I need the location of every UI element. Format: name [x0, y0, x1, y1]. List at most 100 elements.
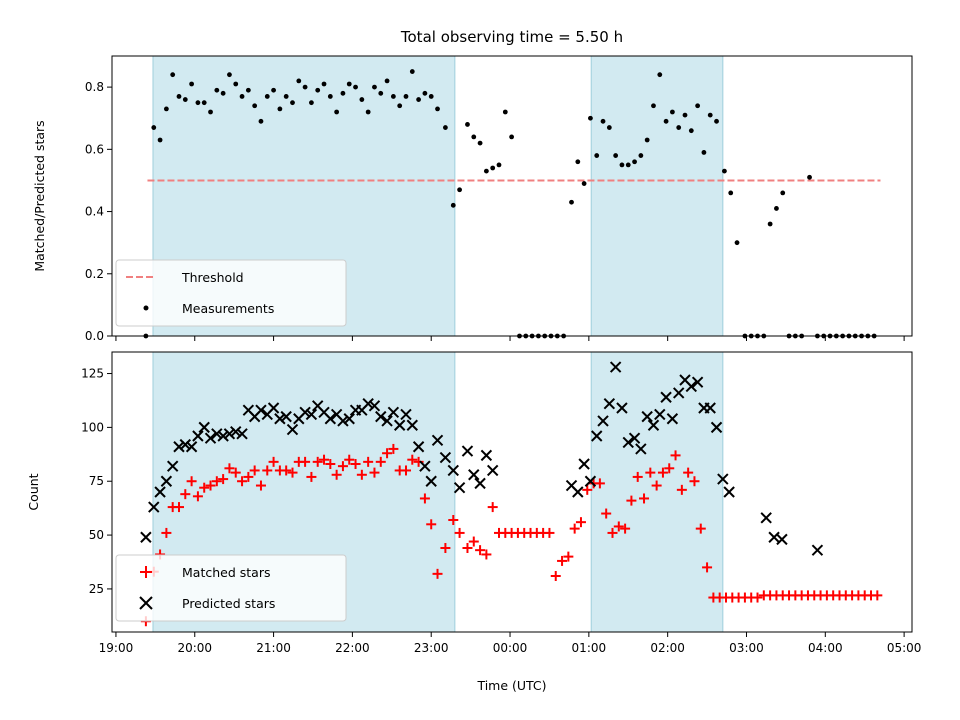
measurement-point	[258, 118, 264, 124]
measurement-point	[632, 159, 637, 165]
predicted-star-point	[173, 441, 185, 453]
bottom-xtick-label: 21:00	[256, 641, 291, 655]
predicted-star-point	[381, 415, 393, 427]
legend-matched-swatch	[140, 566, 152, 578]
matched-star-point	[388, 443, 399, 454]
matched-star-point	[468, 536, 479, 547]
bottom-xtick-label: 19:00	[99, 641, 134, 655]
measurement-point	[365, 109, 371, 115]
predicted-star-point	[578, 458, 590, 470]
matched-star-point	[300, 456, 311, 467]
measurement-point	[477, 140, 483, 146]
matched-star-point	[363, 456, 374, 467]
bottom-xtick-label: 05:00	[887, 641, 922, 655]
matched-star-point	[544, 527, 555, 538]
predicted-star-point	[236, 428, 248, 440]
predicted-star-point	[603, 397, 616, 410]
matched-star-point	[407, 454, 418, 465]
legend-predicted-swatch	[139, 596, 153, 610]
matched-star-point	[689, 476, 700, 487]
matched-star-point	[695, 523, 706, 534]
measurement-point	[416, 97, 422, 102]
predicted-star-point	[628, 432, 641, 444]
bottom-ticks: 25 50 75 100 125 19:00 20:00 21:00 22:00 23:00 00:…	[81, 367, 921, 655]
legend-measurements-swatch	[143, 305, 149, 311]
measurement-point	[252, 103, 258, 109]
predicted-star-point	[166, 460, 179, 472]
predicted-star-point	[337, 415, 349, 427]
predicted-star-point	[453, 481, 466, 494]
matched-star-point	[382, 448, 393, 459]
predicted-star-point	[710, 421, 723, 434]
measurement-point	[625, 162, 631, 168]
matched-star-point	[657, 467, 668, 478]
matched-star-point	[344, 454, 355, 465]
matched-star-point	[211, 476, 222, 487]
matched-star-point	[287, 467, 298, 478]
measurement-point	[409, 69, 415, 74]
measurement-point	[728, 190, 734, 196]
measurement-point	[600, 118, 606, 124]
measurement-point	[163, 106, 169, 112]
measurement-point	[428, 94, 434, 99]
predicted-star-point	[192, 430, 204, 442]
predicted-star-point	[480, 449, 493, 462]
matched-star-point	[312, 456, 323, 467]
bottom-matched-points	[140, 443, 883, 627]
matched-star-point	[180, 489, 191, 500]
matched-star-point	[475, 545, 486, 556]
measurement-point	[271, 87, 276, 93]
measurement-point	[594, 153, 600, 158]
measurement-point	[151, 125, 157, 130]
measurement-point	[422, 90, 428, 96]
measurement-point	[403, 94, 409, 99]
measurement-point	[714, 118, 719, 124]
measurement-point	[359, 97, 365, 102]
matched-star-point	[356, 469, 367, 480]
measurement-point	[220, 90, 226, 96]
matched-star-point	[186, 476, 197, 487]
predicted-star-point	[474, 477, 486, 490]
predicted-star-point	[431, 434, 444, 447]
matched-star-point	[664, 463, 675, 474]
measurement-point	[644, 137, 650, 143]
predicted-star-point	[305, 408, 318, 421]
matched-star-point	[607, 527, 618, 538]
matched-star-point	[369, 467, 380, 478]
matched-star-point	[337, 461, 348, 472]
predicted-star-point	[439, 451, 452, 464]
predicted-star-point	[461, 445, 474, 457]
predicted-star-point	[609, 361, 622, 373]
top-ytick-label: 0.6	[85, 142, 104, 156]
measurement-point	[170, 72, 176, 78]
measurement-point	[780, 190, 786, 196]
measurement-point	[613, 153, 619, 158]
measurement-point	[214, 87, 220, 93]
matched-star-point	[237, 476, 248, 487]
measurement-point	[490, 165, 496, 171]
top-ytick-label: 0.8	[85, 80, 104, 94]
measurement-point	[157, 137, 163, 143]
matched-star-point	[205, 480, 216, 491]
predicted-star-point	[185, 441, 198, 453]
predicted-star-point	[412, 441, 425, 453]
predicted-star-point	[198, 421, 210, 434]
predicted-star-point	[419, 460, 431, 472]
predicted-star-point	[299, 406, 311, 419]
top-panel: 0.0 0.2 0.4 0.6 0.8 Total observing time = 5…	[32, 28, 913, 343]
bottom-legend: Matched stars Predicted stars	[115, 554, 347, 622]
predicted-star-point	[717, 473, 729, 485]
shaded-interval	[590, 351, 724, 633]
measurement-point	[290, 100, 295, 106]
matched-star-point	[426, 519, 437, 530]
measurement-point	[208, 109, 213, 115]
measurement-point	[390, 94, 396, 99]
matched-star-point	[601, 508, 612, 519]
matched-star-point	[645, 467, 656, 478]
matched-star-point	[249, 465, 260, 476]
predicted-star-point	[324, 413, 337, 425]
measurement-point	[283, 94, 289, 99]
predicted-star-point	[641, 410, 653, 423]
measurement-point	[682, 112, 688, 118]
